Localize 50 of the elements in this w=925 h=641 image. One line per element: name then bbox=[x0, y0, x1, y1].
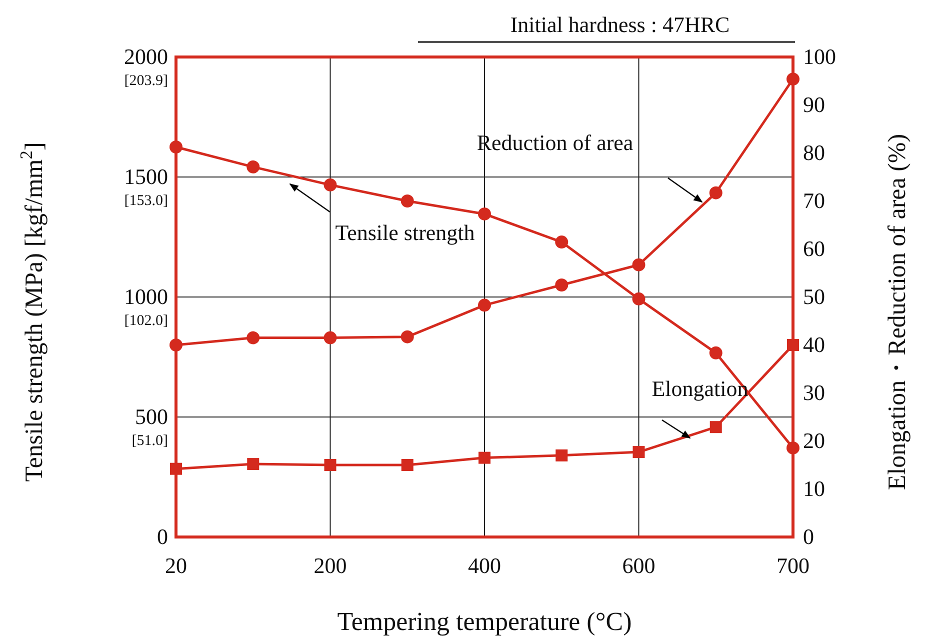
point bbox=[324, 459, 336, 471]
y2-tick-label: 20 bbox=[803, 428, 825, 453]
y-tick-label: 1000 bbox=[124, 284, 168, 309]
point bbox=[478, 452, 490, 464]
point bbox=[555, 278, 568, 292]
point bbox=[709, 186, 722, 200]
point bbox=[632, 258, 646, 272]
point bbox=[246, 331, 260, 344]
text: [51.0] bbox=[132, 433, 168, 449]
point bbox=[555, 236, 568, 249]
y-tick-label: 2000 bbox=[124, 44, 168, 69]
y2-axis-title: Elongation・Reduction of area (%) bbox=[884, 134, 911, 490]
point bbox=[632, 292, 646, 306]
y2-tick-label: 100 bbox=[803, 44, 836, 69]
y2-tick-label: 0 bbox=[803, 524, 814, 549]
annotation: Tensile strength bbox=[335, 220, 475, 245]
text: [203.9] bbox=[124, 73, 168, 89]
y2-tick-label: 40 bbox=[803, 332, 825, 357]
y2-tick-label: 30 bbox=[803, 380, 825, 405]
y-tick-label: 1500 bbox=[124, 164, 168, 189]
point bbox=[710, 421, 722, 434]
x-tick-label: 20 bbox=[165, 553, 187, 578]
point bbox=[324, 331, 337, 344]
x-tick-label: 700 bbox=[776, 553, 810, 578]
point bbox=[401, 459, 414, 471]
x-tick-label: 200 bbox=[314, 553, 347, 578]
x-axis-title: Tempering temperature (°C) bbox=[337, 607, 632, 636]
y2-tick-label: 70 bbox=[803, 188, 825, 213]
point bbox=[709, 346, 722, 360]
y2-tick-label: 60 bbox=[803, 236, 825, 261]
point bbox=[247, 458, 260, 470]
text: [153.0] bbox=[124, 193, 168, 209]
point bbox=[478, 298, 491, 312]
point bbox=[478, 207, 491, 220]
point bbox=[400, 194, 414, 208]
point bbox=[632, 446, 645, 458]
x-tick-label: 600 bbox=[622, 553, 656, 578]
point bbox=[324, 178, 337, 192]
point bbox=[400, 330, 414, 344]
y-tick-label: 500 bbox=[135, 404, 168, 429]
y-tick-label: 0 bbox=[157, 524, 168, 549]
point bbox=[246, 160, 260, 174]
y2-tick-label: 10 bbox=[803, 476, 825, 501]
point bbox=[556, 449, 568, 462]
x-tick-label: 400 bbox=[468, 553, 501, 578]
y2-tick-label: 50 bbox=[803, 284, 825, 309]
y2-tick-label: 90 bbox=[803, 92, 825, 117]
text: [102.0] bbox=[124, 313, 168, 329]
text: Initial hardness : 47HRC bbox=[510, 12, 730, 37]
y2-tick-label: 80 bbox=[803, 140, 825, 165]
